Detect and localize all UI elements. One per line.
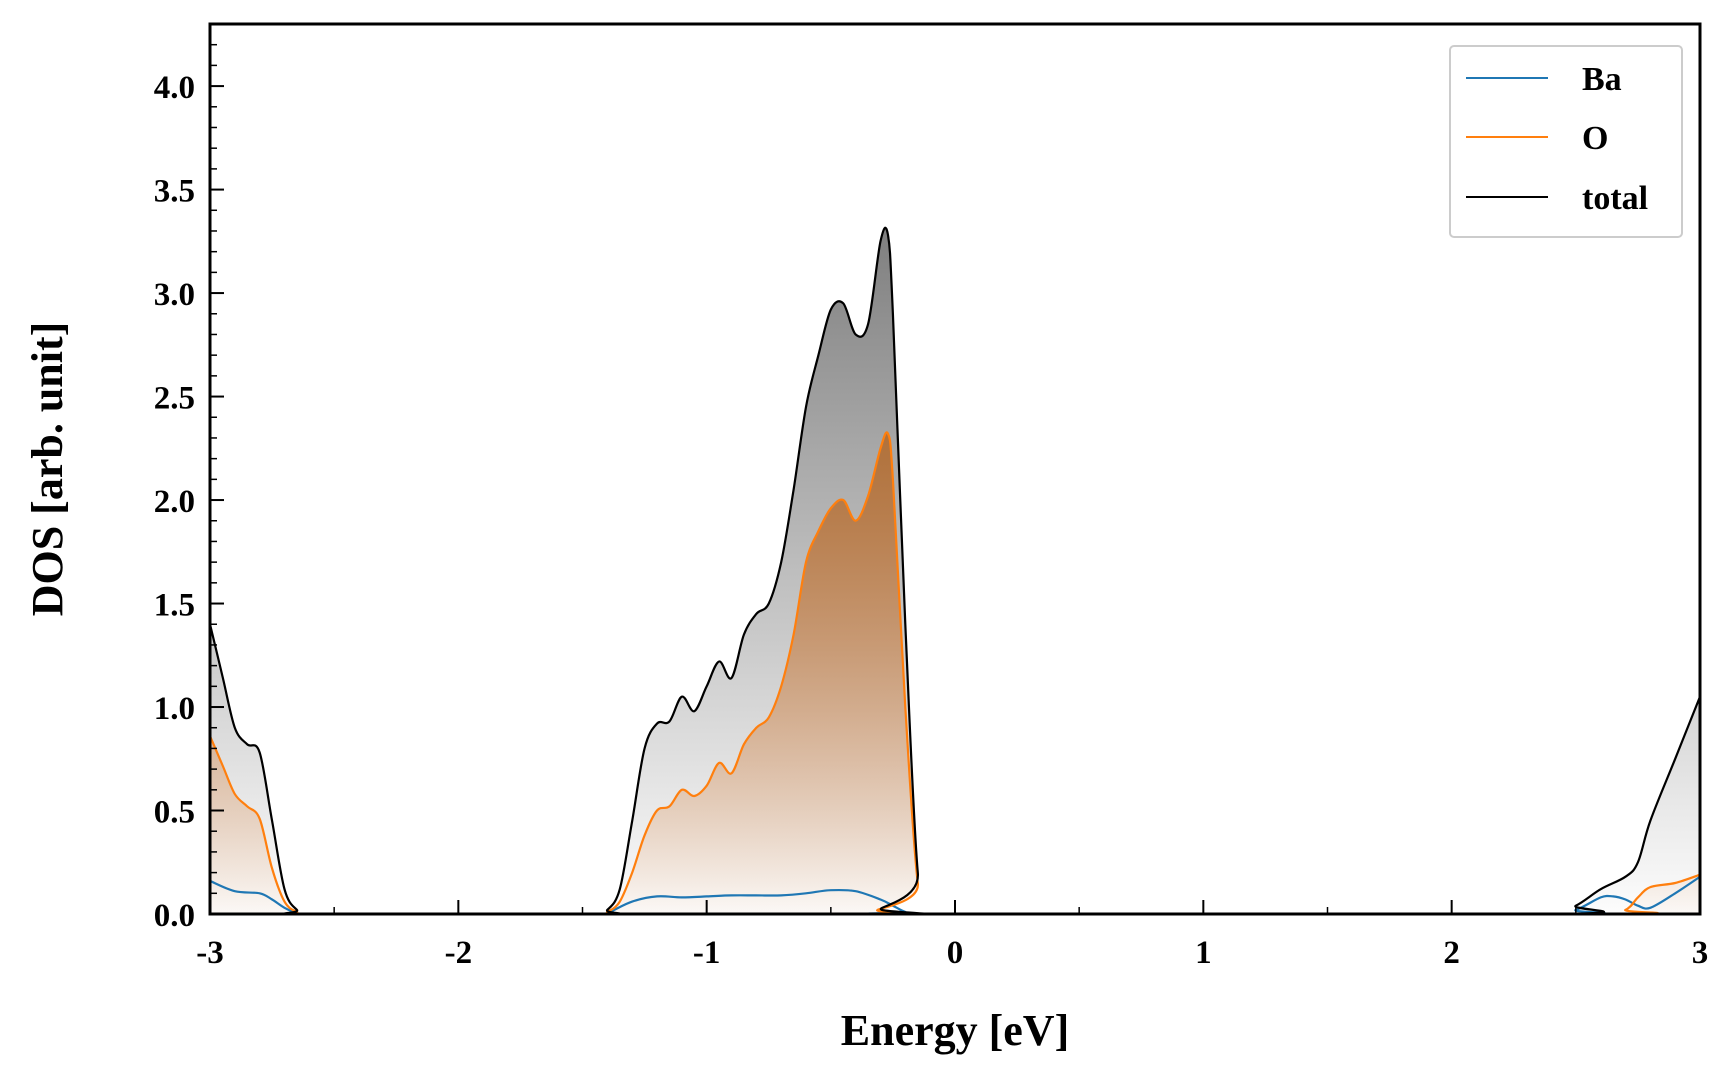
legend: Ba O total bbox=[1449, 45, 1683, 238]
x-tick-label: 0 bbox=[947, 935, 964, 971]
series-line-total bbox=[210, 226, 1700, 914]
x-tick-label: 3 bbox=[1692, 935, 1709, 971]
y-axis: 0.0 0.5 1.0 1.5 2.0 2.5 3.0 3.5 4.0 bbox=[154, 43, 224, 934]
y-tick-label: 3.0 bbox=[154, 277, 195, 313]
x-tick-label: 1 bbox=[1195, 935, 1212, 971]
fill-o bbox=[210, 432, 1700, 914]
y-tick-label: 4.0 bbox=[154, 70, 195, 106]
y-tick-label: 3.5 bbox=[154, 174, 195, 210]
series-line-o bbox=[210, 431, 1700, 914]
x-tick-label: -1 bbox=[693, 935, 721, 971]
x-axis-label: Energy [eV] bbox=[841, 1006, 1070, 1055]
area-fills bbox=[210, 227, 1700, 914]
x-tick-label: 2 bbox=[1443, 935, 1460, 971]
y-tick-label: 0.5 bbox=[154, 795, 195, 831]
y-tick-label: 2.5 bbox=[154, 381, 195, 417]
y-tick-label: 1.0 bbox=[154, 691, 195, 727]
x-tick-label: -2 bbox=[445, 935, 473, 971]
legend-box bbox=[1449, 45, 1683, 238]
y-tick-label: 2.0 bbox=[154, 484, 195, 520]
legend-label-ba: Ba bbox=[1582, 61, 1622, 98]
x-axis: -3 -2 -1 0 1 2 3 bbox=[196, 900, 1708, 971]
legend-label-total: total bbox=[1582, 180, 1648, 217]
y-tick-label: 1.5 bbox=[154, 588, 195, 624]
legend-label-o: O bbox=[1582, 120, 1608, 157]
y-axis-label: DOS [arb. unit] bbox=[23, 322, 72, 617]
series-lines bbox=[210, 226, 1700, 914]
y-tick-label: 0.0 bbox=[154, 898, 195, 934]
x-tick-label: -3 bbox=[196, 935, 224, 971]
fill-total bbox=[210, 227, 1700, 914]
